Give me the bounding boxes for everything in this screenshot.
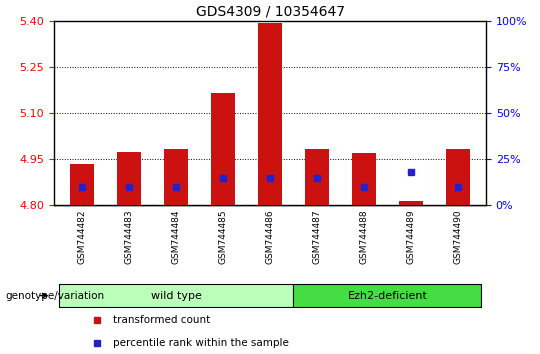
Bar bbox=[70, 164, 94, 205]
Text: percentile rank within the sample: percentile rank within the sample bbox=[113, 338, 289, 348]
Bar bbox=[117, 152, 141, 205]
Title: GDS4309 / 10354647: GDS4309 / 10354647 bbox=[195, 5, 345, 19]
Text: GSM744485: GSM744485 bbox=[219, 209, 227, 264]
Text: transformed count: transformed count bbox=[113, 315, 211, 325]
Text: Ezh2-deficient: Ezh2-deficient bbox=[347, 291, 427, 301]
Text: GSM744489: GSM744489 bbox=[407, 209, 415, 264]
Text: GSM744487: GSM744487 bbox=[313, 209, 321, 264]
Text: GSM744486: GSM744486 bbox=[266, 209, 274, 264]
Bar bbox=[399, 201, 423, 205]
Bar bbox=[258, 23, 282, 205]
Bar bbox=[211, 93, 235, 205]
Bar bbox=[446, 149, 470, 205]
Bar bbox=[164, 149, 188, 205]
Text: GSM744484: GSM744484 bbox=[172, 209, 180, 264]
Text: GSM744488: GSM744488 bbox=[360, 209, 368, 264]
Text: GSM744490: GSM744490 bbox=[453, 209, 462, 264]
Text: wild type: wild type bbox=[151, 291, 201, 301]
FancyBboxPatch shape bbox=[59, 285, 293, 307]
Text: GSM744482: GSM744482 bbox=[78, 209, 87, 264]
Bar bbox=[352, 153, 376, 205]
Text: GSM744483: GSM744483 bbox=[125, 209, 133, 264]
FancyBboxPatch shape bbox=[293, 285, 481, 307]
Bar bbox=[305, 149, 329, 205]
Text: genotype/variation: genotype/variation bbox=[5, 291, 105, 301]
